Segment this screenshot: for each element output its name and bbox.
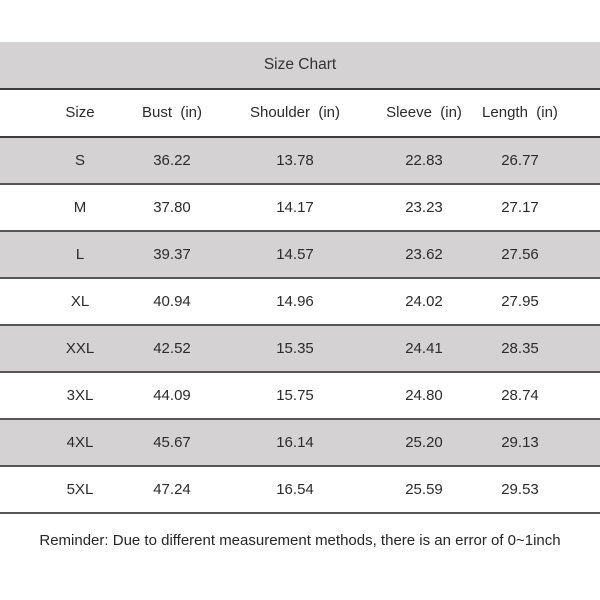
size-chart-title: Size Chart <box>263 56 337 73</box>
cell-length: 29.13 <box>501 434 539 451</box>
cell-bust: 36.22 <box>153 152 191 169</box>
cell-bust: 37.80 <box>153 199 191 216</box>
cell-sleeve: 23.23 <box>405 199 443 216</box>
column-header-length: Length (in) <box>482 104 558 121</box>
table-row-5xl: 5XL 47.24 16.54 25.59 29.53 <box>0 467 600 514</box>
cell-shoulder: 14.17 <box>276 199 314 216</box>
table-row-m: M 37.80 14.17 23.23 27.17 <box>0 185 600 232</box>
cell-bust: 39.37 <box>153 246 191 263</box>
cell-length: 27.95 <box>501 293 539 310</box>
cell-size: S <box>74 152 85 169</box>
cell-sleeve: 23.62 <box>405 246 443 263</box>
table-row-4xl: 4XL 45.67 16.14 25.20 29.13 <box>0 420 600 467</box>
cell-length: 27.56 <box>501 246 539 263</box>
table-body: S 36.22 13.78 22.83 26.77 M 37.80 14.17 … <box>0 138 600 514</box>
table-row-3xl: 3XL 44.09 15.75 24.80 28.74 <box>0 373 600 420</box>
table-row-xl: XL 40.94 14.96 24.02 27.95 <box>0 279 600 326</box>
column-header-shoulder: Shoulder (in) <box>249 104 341 121</box>
cell-sleeve: 24.02 <box>405 293 443 310</box>
column-header-bust: Bust (in) <box>141 104 202 121</box>
cell-size: 4XL <box>66 434 94 451</box>
cell-shoulder: 13.78 <box>276 152 314 169</box>
cell-size: XL <box>70 293 90 310</box>
cell-sleeve: 25.59 <box>405 481 443 498</box>
cell-size: L <box>75 246 85 263</box>
cell-size: 5XL <box>66 481 94 498</box>
column-header-size: Size <box>65 104 95 121</box>
table-header-row: Size Bust (in) Shoulder (in) Sleeve (in)… <box>0 90 600 138</box>
cell-shoulder: 14.57 <box>276 246 314 263</box>
reminder-text: Reminder: Due to different measurement m… <box>39 532 561 549</box>
cell-sleeve: 22.83 <box>405 152 443 169</box>
cell-bust: 44.09 <box>153 387 191 404</box>
cell-shoulder: 16.14 <box>276 434 314 451</box>
cell-size: XXL <box>65 340 95 357</box>
table-row-s: S 36.22 13.78 22.83 26.77 <box>0 138 600 185</box>
size-chart-title-band: Size Chart <box>0 42 600 90</box>
top-spacer <box>0 0 600 42</box>
cell-bust: 40.94 <box>153 293 191 310</box>
cell-bust: 47.24 <box>153 481 191 498</box>
cell-length: 26.77 <box>501 152 539 169</box>
column-header-sleeve: Sleeve (in) <box>386 104 462 121</box>
table-row-l: L 39.37 14.57 23.62 27.56 <box>0 232 600 279</box>
cell-length: 28.35 <box>501 340 539 357</box>
cell-bust: 45.67 <box>153 434 191 451</box>
cell-length: 27.17 <box>501 199 539 216</box>
cell-shoulder: 16.54 <box>276 481 314 498</box>
cell-length: 29.53 <box>501 481 539 498</box>
cell-sleeve: 24.41 <box>405 340 443 357</box>
table-row-xxl: XXL 42.52 15.35 24.41 28.35 <box>0 326 600 373</box>
cell-length: 28.74 <box>501 387 539 404</box>
cell-size: 3XL <box>66 387 94 404</box>
cell-size: M <box>73 199 87 216</box>
cell-shoulder: 15.35 <box>276 340 314 357</box>
cell-sleeve: 24.80 <box>405 387 443 404</box>
cell-bust: 42.52 <box>153 340 191 357</box>
cell-sleeve: 25.20 <box>405 434 443 451</box>
cell-shoulder: 14.96 <box>276 293 314 310</box>
cell-shoulder: 15.75 <box>276 387 314 404</box>
